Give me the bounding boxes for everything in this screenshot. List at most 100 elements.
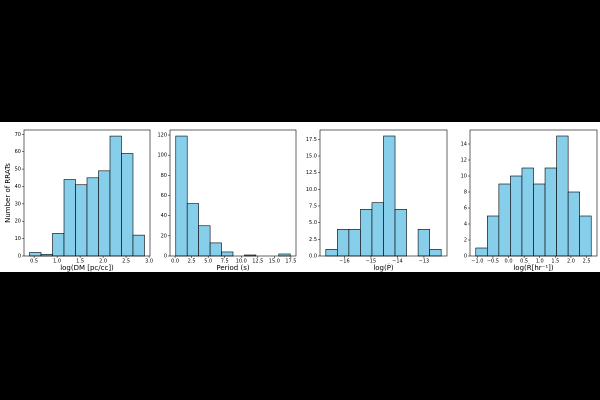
y-axis-label: Number of RRATs	[4, 163, 12, 223]
x-tick-label: −1.0	[471, 259, 483, 265]
x-tick-label: 0.5	[520, 259, 528, 265]
bar	[109, 135, 122, 257]
bar	[371, 202, 384, 257]
y-tick-label: 0	[164, 254, 167, 260]
bar	[278, 253, 291, 257]
x-tick-label: 1.0	[53, 259, 61, 265]
y-tick-label: 2.5	[309, 237, 317, 243]
x-tick-label: 0.0	[171, 259, 179, 265]
bar	[556, 135, 569, 257]
x-axis-label: Period (s)	[216, 264, 249, 272]
y-tick-label: 60	[15, 149, 21, 155]
bar	[383, 135, 396, 257]
bar	[417, 229, 430, 257]
plot-frame	[469, 129, 598, 257]
bar	[63, 179, 76, 257]
y-tick-label: 10	[15, 236, 21, 242]
y-tick-label: 5.0	[309, 220, 317, 226]
y-tick-label: 12	[461, 158, 467, 164]
y-tick-label: 50	[15, 167, 21, 173]
y-tick-label: 12.5	[306, 170, 317, 176]
y-tick-label: 8	[464, 190, 467, 196]
bar	[121, 153, 134, 257]
y-tick-label: 15.0	[306, 154, 317, 160]
x-tick-label: 2.5	[583, 259, 591, 265]
bar	[567, 191, 580, 257]
x-tick-label: 2.5	[188, 259, 196, 265]
y-tick-label: 7.5	[309, 204, 317, 210]
y-tick-label: 17.5	[306, 137, 317, 143]
y-tick-label: 2	[464, 238, 467, 244]
bar	[510, 175, 523, 257]
x-tick-label: 5.0	[204, 259, 212, 265]
y-tick-label: 20	[15, 219, 21, 225]
bar	[209, 242, 222, 257]
bar	[52, 233, 65, 257]
x-tick-label: 1.5	[551, 259, 559, 265]
x-tick-label: −13	[419, 259, 430, 265]
y-tick-label: 60	[161, 193, 167, 199]
x-axis-label: log(DM [pc/cc])	[60, 264, 114, 272]
x-tick-label: −16	[339, 259, 350, 265]
y-tick-label: 20	[161, 233, 167, 239]
y-tick-label: 70	[15, 132, 21, 138]
x-tick-label: 12.5	[252, 259, 263, 265]
bar	[498, 183, 511, 257]
x-tick-label: 15.0	[269, 259, 280, 265]
x-tick-label: −0.5	[487, 259, 499, 265]
y-tick-label: 40	[161, 213, 167, 219]
x-tick-label: 0.0	[505, 259, 513, 265]
y-tick-label: 4	[464, 222, 467, 228]
plot-frame	[169, 129, 297, 257]
y-tick-label: 14	[461, 142, 467, 148]
y-tick-label: 100	[157, 153, 167, 159]
x-tick-label: 1.5	[76, 259, 84, 265]
bar	[394, 209, 407, 257]
bar	[29, 252, 42, 257]
x-tick-label: 17.5	[285, 259, 296, 265]
bar	[487, 215, 500, 257]
x-tick-label: 3.0	[145, 259, 153, 265]
x-tick-label: 10.0	[236, 259, 247, 265]
y-tick-label: 0	[464, 254, 467, 260]
x-axis-label: log(Ṗ)	[373, 263, 394, 272]
x-tick-label: 7.5	[221, 259, 229, 265]
bar	[186, 203, 199, 257]
bar	[429, 249, 442, 257]
x-tick-label: −14	[392, 259, 403, 265]
y-tick-label: 10.0	[306, 187, 317, 193]
bar	[579, 215, 592, 257]
x-tick-label: 2.0	[567, 259, 575, 265]
bar	[221, 251, 234, 257]
bar	[360, 209, 373, 257]
bar	[475, 247, 488, 257]
plot-frame	[319, 129, 448, 257]
y-tick-label: 10	[461, 174, 467, 180]
bar	[86, 177, 99, 257]
bar	[337, 229, 350, 257]
bar	[132, 234, 145, 257]
plot-frame	[23, 129, 151, 257]
bar	[198, 225, 211, 257]
bar	[175, 135, 188, 257]
bar	[348, 229, 361, 257]
y-tick-label: 30	[15, 201, 21, 207]
x-tick-label: 0.5	[30, 259, 38, 265]
y-tick-label: 0.0	[309, 254, 317, 260]
bar	[521, 167, 534, 257]
bar	[75, 184, 88, 257]
y-tick-label: 6	[464, 206, 467, 212]
y-tick-label: 80	[161, 173, 167, 179]
bar	[533, 183, 546, 257]
bar	[325, 249, 338, 257]
y-tick-label: 40	[15, 184, 21, 190]
x-tick-label: 2.0	[99, 259, 107, 265]
x-tick-label: 1.0	[536, 259, 544, 265]
x-tick-label: −15	[366, 259, 377, 265]
x-tick-label: 2.5	[122, 259, 130, 265]
x-axis-label: log(Ṙ[hr⁻¹])	[513, 263, 554, 272]
y-tick-label: 120	[157, 133, 167, 139]
y-tick-label: 0	[18, 254, 21, 260]
